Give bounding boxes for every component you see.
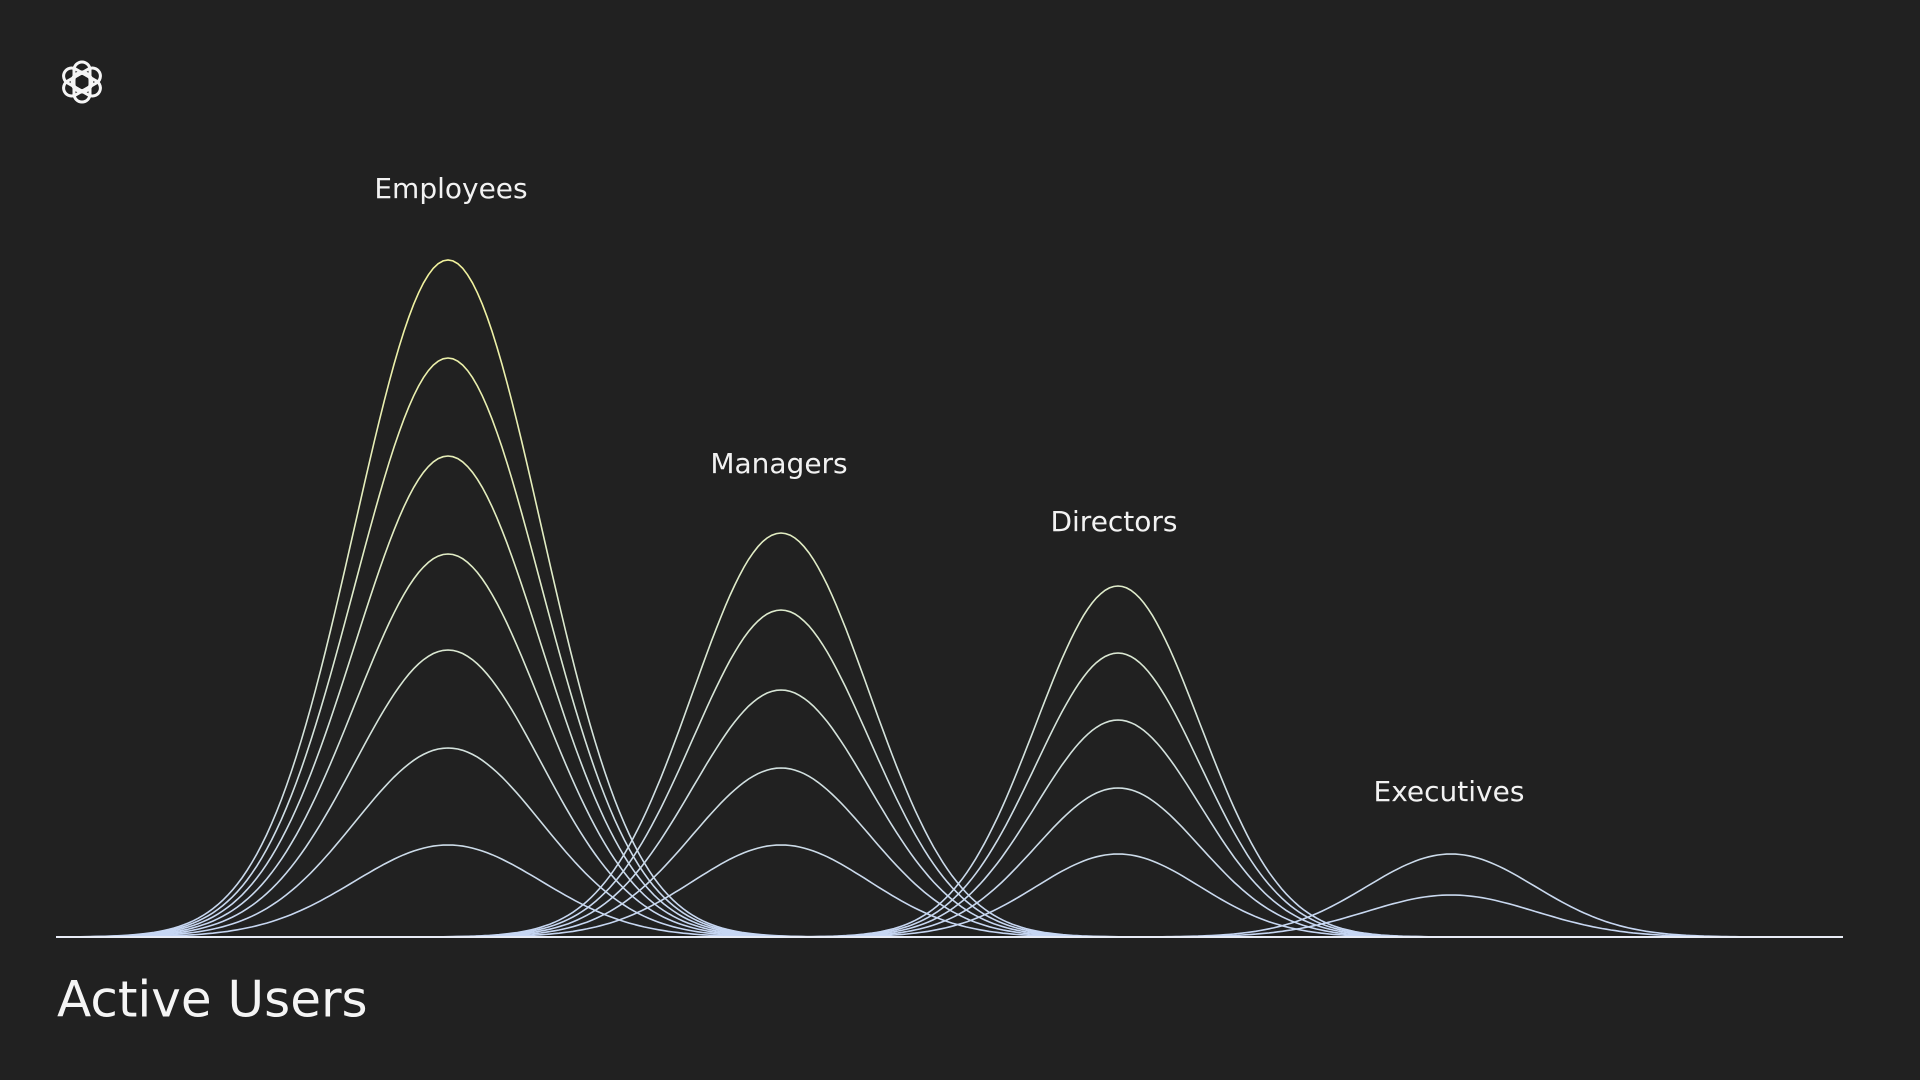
title: Active Users xyxy=(57,971,368,1029)
curve xyxy=(411,609,1151,938)
logo xyxy=(62,60,102,104)
curve xyxy=(773,853,1463,938)
curve xyxy=(56,844,840,938)
group-label: Employees xyxy=(374,172,527,205)
curve xyxy=(773,585,1463,938)
curve xyxy=(56,553,840,938)
curve xyxy=(411,844,1151,938)
group-label: Directors xyxy=(1050,505,1177,538)
curve xyxy=(56,649,840,938)
curves xyxy=(56,259,1806,938)
curve xyxy=(773,787,1463,938)
curve xyxy=(773,652,1463,938)
curve xyxy=(411,689,1151,938)
group-label: Executives xyxy=(1374,775,1525,808)
curve xyxy=(56,455,840,938)
curve xyxy=(56,259,840,938)
curve xyxy=(411,767,1151,938)
curve xyxy=(56,747,840,938)
curve xyxy=(411,532,1151,938)
curve xyxy=(773,719,1463,938)
curve xyxy=(56,357,840,938)
group-label: Managers xyxy=(710,447,847,480)
